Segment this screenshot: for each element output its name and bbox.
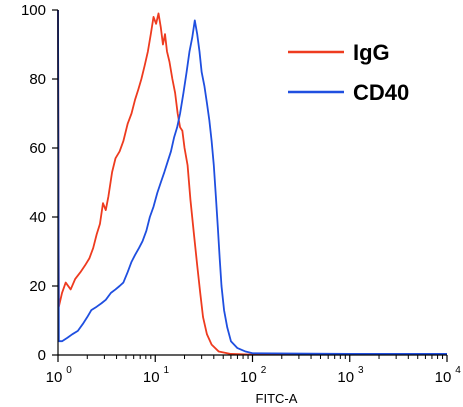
series-line-igg	[57, 9, 447, 356]
x-tick-label-exponent: 4	[455, 365, 461, 376]
x-tick-label: 10	[143, 369, 160, 386]
series-line-cd40	[57, 9, 447, 355]
y-tick-label: 20	[29, 278, 46, 295]
x-tick-label: 10	[337, 369, 354, 386]
x-tick-label-exponent: 0	[66, 365, 72, 376]
legend-label-cd40: CD40	[353, 80, 409, 105]
y-tick-label: 60	[29, 140, 46, 157]
series-layer	[57, 9, 447, 356]
y-tick-label: 0	[38, 347, 46, 364]
y-tick-label: 40	[29, 209, 46, 226]
y-tick-label: 100	[21, 2, 46, 19]
x-axis-label: FITC-A	[256, 391, 298, 406]
x-tick-label: 10	[46, 369, 63, 386]
y-tick-label: 80	[29, 71, 46, 88]
x-tick-label: 10	[240, 369, 257, 386]
legend-label-igg: IgG	[353, 40, 390, 65]
x-tick-label-exponent: 3	[358, 365, 364, 376]
legend: IgG CD40	[288, 40, 409, 105]
x-tick-label-exponent: 2	[261, 365, 267, 376]
x-tick-label-exponent: 1	[163, 365, 169, 376]
x-tick-label: 10	[435, 369, 452, 386]
